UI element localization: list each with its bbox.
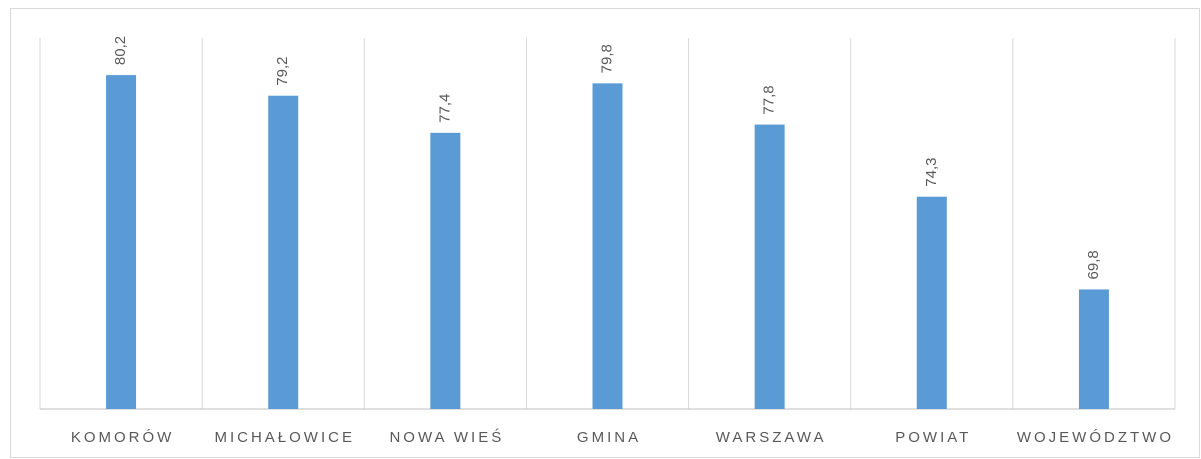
x-tick-label: KOMORÓW bbox=[71, 429, 175, 446]
value-label: 74,3 bbox=[923, 158, 940, 187]
x-tick-label: NOWA WIEŚ bbox=[389, 428, 504, 446]
value-label: 80,2 bbox=[112, 36, 129, 65]
x-tick-label: GMINA bbox=[577, 429, 641, 446]
x-tick-label: WARSZAWA bbox=[716, 429, 827, 446]
bar bbox=[916, 196, 947, 409]
value-label: 77,8 bbox=[761, 85, 778, 114]
bar bbox=[106, 75, 137, 409]
bar bbox=[1078, 289, 1109, 409]
x-tick-label: WOJEWÓDZTWO bbox=[1017, 429, 1174, 446]
value-label: 69,8 bbox=[1085, 250, 1102, 279]
bar bbox=[592, 83, 623, 409]
bar bbox=[430, 132, 461, 410]
bar bbox=[754, 124, 785, 410]
bar bbox=[268, 95, 299, 409]
x-tick-label: MICHAŁOWICE bbox=[214, 429, 355, 446]
value-label: 79,8 bbox=[598, 44, 615, 73]
value-label: 77,4 bbox=[436, 94, 453, 123]
x-tick-label: POWIAT bbox=[895, 429, 971, 446]
value-label: 79,2 bbox=[274, 57, 291, 86]
